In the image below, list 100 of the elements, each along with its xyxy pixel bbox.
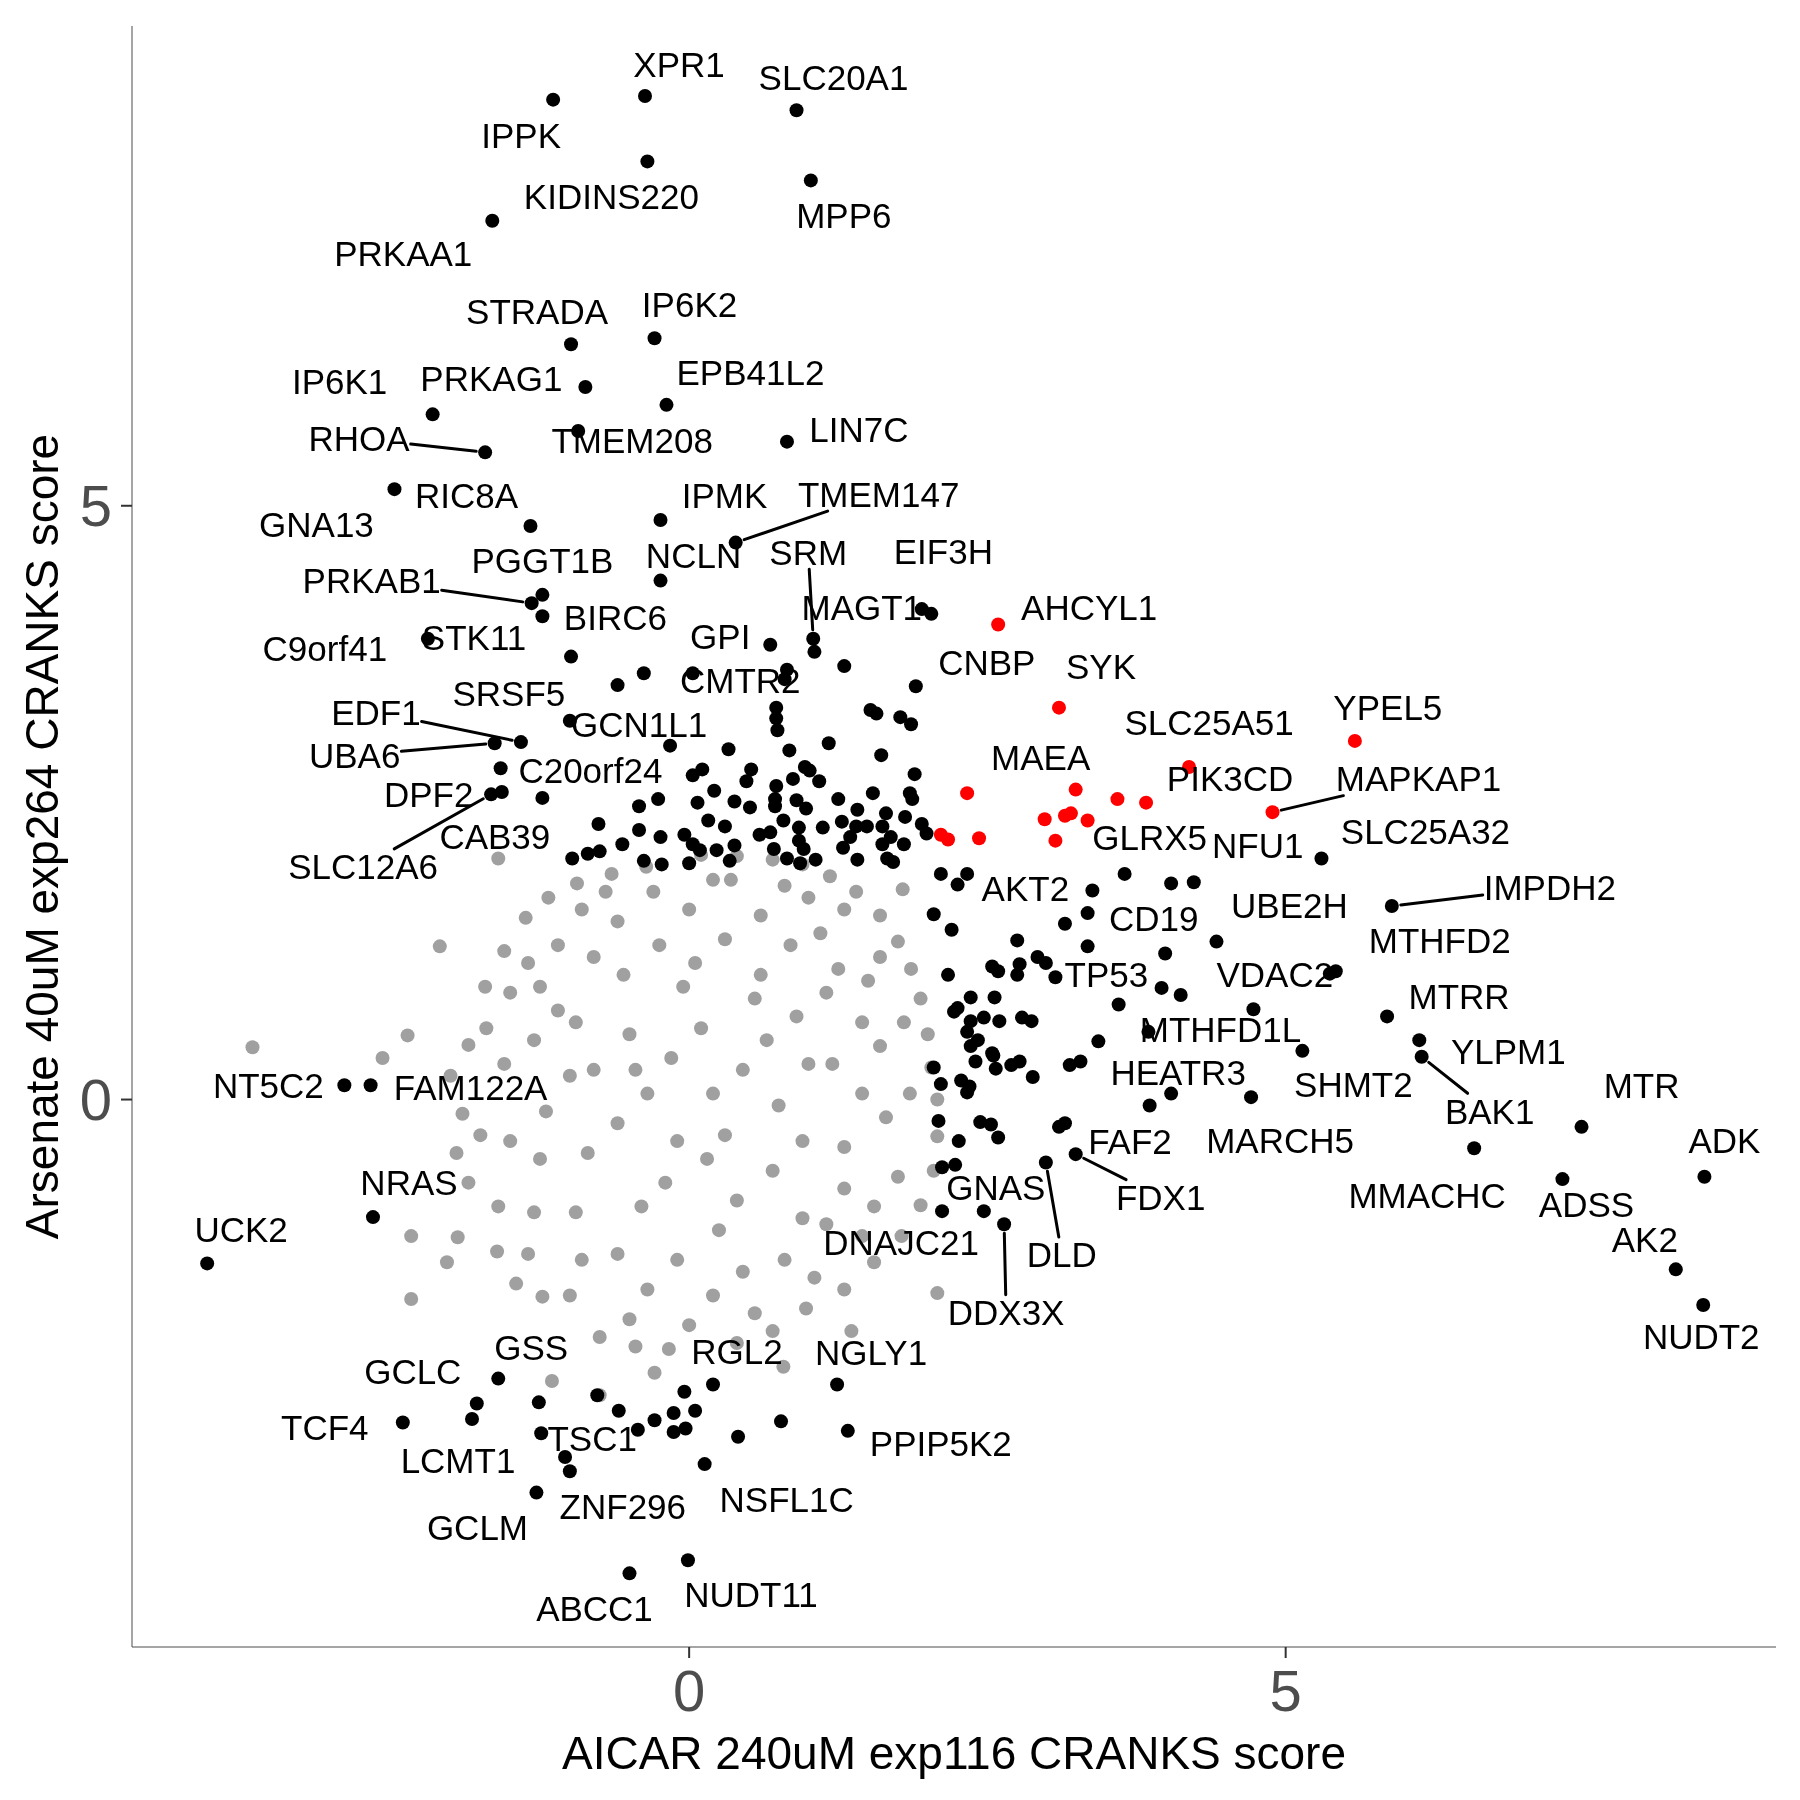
annotation: KIDINS220 — [523, 176, 699, 216]
annotation: HEATR3 — [1110, 1052, 1246, 1092]
annotation: SYK — [1065, 646, 1137, 686]
annotation: TSC1 — [547, 1418, 637, 1458]
annotation: AHCYL1 — [1021, 587, 1158, 627]
point — [972, 831, 987, 846]
annotation: LIN7C — [809, 409, 909, 449]
point — [1265, 805, 1280, 820]
annotation: STRADA — [466, 291, 609, 331]
annotation: RGL2 — [691, 1331, 783, 1371]
annotation: RHOA — [308, 418, 411, 458]
annotation: AKT2 — [981, 868, 1070, 908]
point — [1051, 700, 1066, 715]
annotation: TMEM147 — [797, 474, 960, 514]
annotation: IP6K1 — [291, 361, 388, 401]
annotation: GPI — [690, 616, 751, 656]
annotation: UBA6 — [308, 735, 401, 775]
annotation: C20orf24 — [518, 750, 663, 790]
point — [941, 832, 956, 847]
annotation: IP6K2 — [641, 284, 738, 324]
annotation: VDAC2 — [1216, 954, 1334, 994]
annotation: RIC8A — [414, 475, 519, 515]
annotation: GSS — [494, 1327, 569, 1367]
annotation: EDF1 — [331, 692, 421, 732]
annotation: GCLM — [426, 1507, 528, 1547]
annotation: MPP6 — [796, 195, 892, 235]
annotation: NUDT2 — [1642, 1316, 1760, 1356]
annotation: FAF2 — [1088, 1121, 1172, 1161]
annotation: MAEA — [991, 737, 1091, 777]
annotation: TP53 — [1064, 954, 1149, 994]
annotation: PPIP5K2 — [869, 1423, 1012, 1463]
point — [1068, 782, 1083, 797]
annotation: SHMT2 — [1294, 1064, 1413, 1104]
annotation: PRKAA1 — [334, 233, 473, 273]
point — [1139, 795, 1154, 810]
annotation: NCLN — [645, 535, 742, 575]
annotation: GLRX5 — [1092, 817, 1207, 857]
annotation: SLC12A6 — [288, 846, 439, 886]
annotation: EPB41L2 — [676, 352, 825, 392]
annotation: YLPM1 — [1450, 1031, 1566, 1071]
annotation: CAB39 — [439, 816, 551, 856]
annotation: IMPDH2 — [1483, 867, 1616, 907]
annotation: MTRR — [1408, 976, 1510, 1016]
annotation: SLC25A32 — [1340, 811, 1511, 851]
annotation: STK11 — [421, 617, 527, 657]
annotation: PRKAB1 — [302, 560, 441, 600]
annotation: DLD — [1026, 1234, 1097, 1274]
annotation: DDX3X — [947, 1292, 1065, 1332]
annotation: ADK — [1688, 1120, 1761, 1160]
annotation: ZNF296 — [559, 1486, 687, 1526]
annotation: C9orf41 — [262, 628, 388, 668]
annotation: IPMK — [681, 475, 768, 515]
annotation: NT5C2 — [212, 1065, 324, 1105]
annotation: TMEM208 — [551, 420, 713, 460]
point — [1063, 806, 1078, 821]
annotation: PRKAG1 — [420, 358, 563, 398]
annotation: NUDT11 — [684, 1574, 818, 1614]
annotation: MAPKAP1 — [1335, 758, 1502, 798]
annotation: MTR — [1603, 1065, 1680, 1105]
annotation: GNA13 — [259, 504, 374, 544]
annotation: EIF3H — [893, 531, 993, 571]
point — [991, 617, 1006, 632]
annotation: NGLY1 — [814, 1332, 928, 1372]
point — [1048, 833, 1063, 848]
annotation: DNAJC21 — [823, 1222, 979, 1262]
x-axis-title: AICAR 240uM exp116 CRANKS score — [561, 1727, 1347, 1779]
annotation: BAK1 — [1444, 1091, 1535, 1131]
annotation: SLC20A1 — [758, 57, 909, 97]
annotation: YPEL5 — [1333, 687, 1443, 727]
point — [1080, 813, 1095, 828]
annotation: DPF2 — [383, 774, 474, 814]
point — [1347, 733, 1362, 748]
annotation: CNBP — [938, 642, 1036, 682]
annotation: PIK3CD — [1166, 758, 1294, 798]
annotation: FDX1 — [1115, 1177, 1206, 1217]
annotation: GCLC — [364, 1351, 462, 1391]
y-axis-title: Arsenate 40uM exp264 CRANKS score — [16, 433, 68, 1240]
annotation: ABCC1 — [536, 1588, 653, 1628]
annotation: IPPK — [481, 115, 562, 155]
annotation: SRM — [769, 532, 848, 572]
annotation: SLC25A51 — [1124, 702, 1294, 742]
annotation: GNAS — [946, 1167, 1046, 1207]
annotation: TCF4 — [281, 1407, 369, 1447]
point — [960, 786, 975, 801]
annotation: MTHFD2 — [1368, 920, 1511, 960]
annotation: NFU1 — [1212, 825, 1304, 865]
annotation: UCK2 — [194, 1209, 288, 1249]
annotation: UBE2H — [1231, 885, 1348, 925]
annotation: SRSF5 — [452, 673, 566, 713]
annotation: NRAS — [360, 1162, 458, 1202]
annotation: PGGT1B — [471, 540, 614, 580]
annotation: XPR1 — [633, 44, 725, 84]
point — [1037, 812, 1052, 827]
annotation: FAM122A — [393, 1067, 549, 1107]
annotation: BIRC6 — [563, 597, 667, 637]
annotation: MARCH5 — [1206, 1120, 1354, 1160]
point — [1110, 792, 1125, 807]
annotation: LCMT1 — [400, 1440, 516, 1480]
annotation: MMACHC — [1348, 1175, 1506, 1215]
annotation: NSFL1C — [719, 1479, 854, 1519]
